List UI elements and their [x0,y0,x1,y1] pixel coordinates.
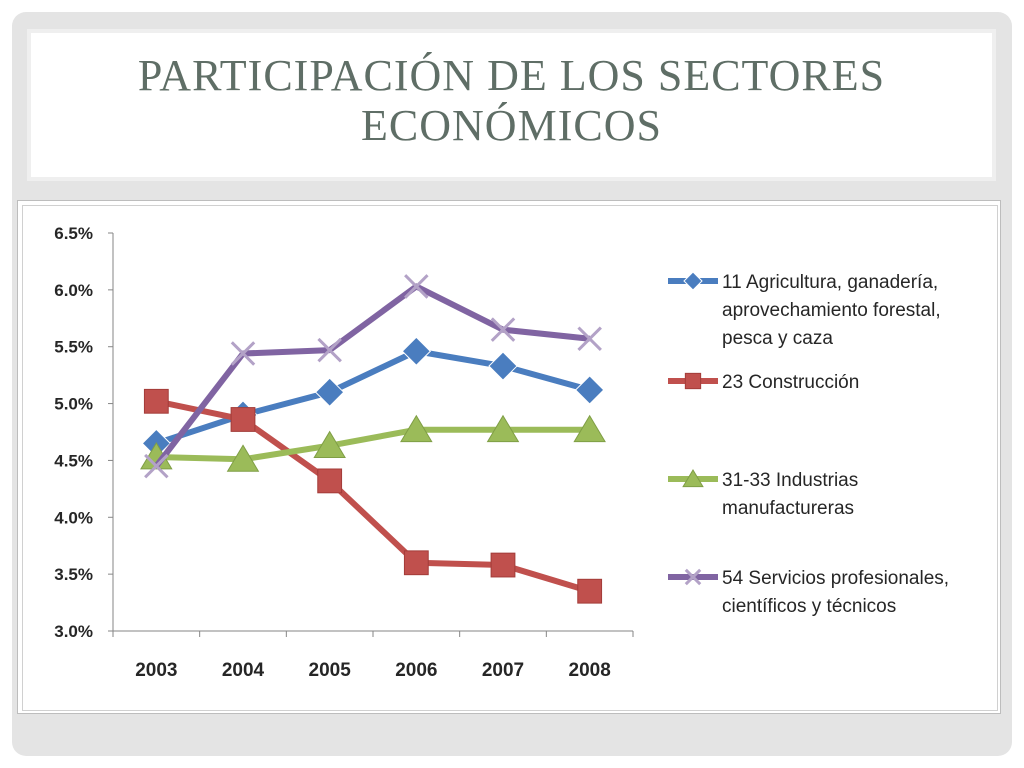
data-point [403,550,429,576]
data-point [490,552,516,578]
slide-title: PARTICIPACIÓN DE LOS SECTORES ECONÓMICOS [31,51,992,151]
legend-group: 11 Agricultura, ganadería, aprovechamient… [668,271,949,617]
legend-marker [684,372,702,390]
x-tick-label: 2008 [569,660,611,681]
data-point [574,375,605,405]
legend-marker [682,469,704,488]
data-point [230,341,256,366]
x-tick-label: 2006 [395,660,437,681]
data-point [486,414,520,443]
legend-entry-4: 54 Servicios profesionales, científicos y… [668,568,949,617]
y-tick-label: 6.0% [54,281,93,300]
legend-entry-3: 31-33 Industrias manufactureras [668,469,858,519]
data-point [573,414,606,443]
y-tick-label: 5.0% [54,395,93,414]
y-tick-label: 4.0% [54,508,93,527]
axes-group: 3.0% 3.5% 4.0% 4.5% 5.0% 5.5% 6.0% 6.5% 2003 2004… [54,224,634,681]
legend-marker [684,568,702,586]
y-tick-label: 3.0% [54,622,93,641]
x-tick-label: 2007 [482,660,524,681]
series-line [155,348,591,447]
legend-label: 23 Construcción [722,372,859,393]
data-point [577,578,603,604]
y-tick-label: 3.5% [54,565,93,584]
x-tick-label: 2003 [135,660,177,681]
x-tick-label: 2004 [222,660,265,681]
legend-marker [683,271,703,291]
series-3 [140,414,606,472]
title-box: PARTICIPACIÓN DE LOS SECTORES ECONÓMICOS [31,33,992,177]
y-tick-label: 4.5% [54,451,93,470]
y-tick-label: 5.5% [54,338,93,357]
legend-entry-1: 11 Agricultura, ganadería, aprovechamient… [668,271,941,349]
legend-label: manufactureras [722,498,854,519]
series-2 [143,388,603,604]
data-point [490,317,516,342]
legend-label: 31-33 Industrias [722,470,858,491]
data-point [226,444,260,472]
legend-label: 54 Servicios profesionales, [722,568,949,589]
title-line-2: ECONÓMICOS [361,101,662,150]
data-point [314,377,345,407]
data-point [230,407,256,432]
data-point [400,414,433,443]
data-point [488,351,518,381]
x-tick-label: 2005 [309,660,352,681]
series-group [140,274,606,604]
data-point [143,388,169,414]
legend-label: aprovechamiento forestal, [722,300,941,321]
data-point [401,336,432,366]
legend-label: científicos y técnicos [722,596,896,617]
data-point [317,337,342,363]
series-line [153,283,590,468]
legend-entry-2: 23 Construcción [668,372,859,393]
data-point [404,274,429,299]
legend-label: 11 Agricultura, ganadería, [722,272,938,293]
data-point [144,453,169,479]
series-line [156,426,590,463]
series-4 [144,274,602,479]
data-point [313,430,346,459]
legend-label: pesca y caza [722,328,833,349]
data-point [317,468,343,494]
y-tick-label: 6.5% [54,224,93,243]
data-point [577,326,602,352]
series-line [155,398,591,595]
title-line-1: PARTICIPACIÓN DE LOS SECTORES [137,51,886,100]
chart-area-border [22,205,998,711]
